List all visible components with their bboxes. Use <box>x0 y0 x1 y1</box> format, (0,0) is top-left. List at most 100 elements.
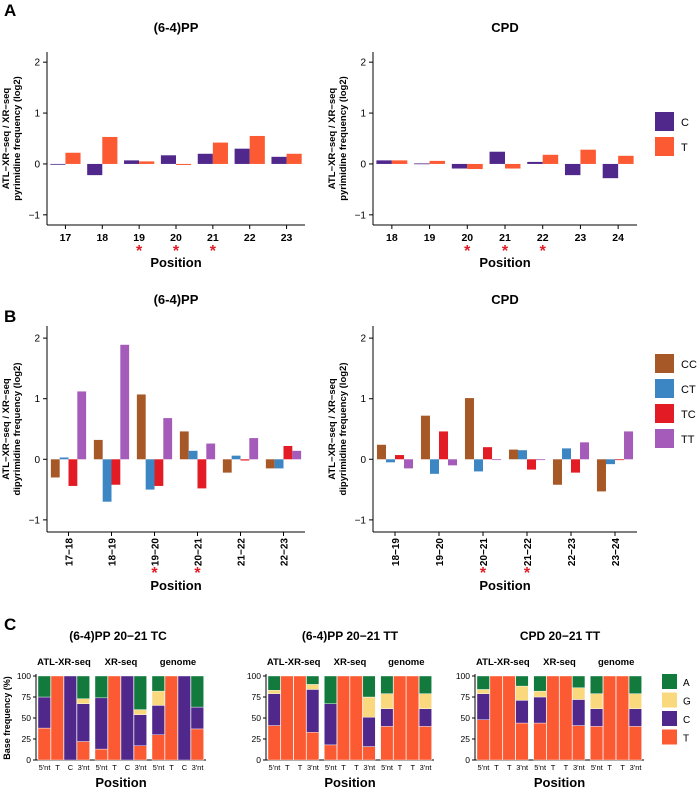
chart-title: (6-4)PP 20−21 TC <box>69 629 167 643</box>
stack-segment-A <box>515 675 529 687</box>
stack-segment-T <box>615 675 629 761</box>
x-tick-label: C <box>125 763 131 772</box>
stack-segment-G <box>533 690 547 698</box>
stack-segment-T <box>628 726 642 761</box>
bar-TC <box>240 459 250 461</box>
stack-segment-C <box>37 696 51 729</box>
y-axis-label: dipyrimidine frequency (log2) <box>338 362 349 495</box>
legend-swatch-C <box>655 112 674 131</box>
legend-label: TT <box>681 434 695 446</box>
chart-title: CPD <box>491 292 518 307</box>
x-axis-label: Position <box>95 775 146 790</box>
y-tick-label: 2 <box>360 58 366 69</box>
bar-CT <box>145 459 155 490</box>
stack-segment-A <box>590 675 604 694</box>
bar-TT <box>206 443 216 460</box>
x-tick-label: 20 <box>170 232 182 244</box>
bar-T <box>249 135 265 164</box>
group-label: ATL-XR-seq <box>37 657 91 668</box>
bar-CC <box>93 439 103 460</box>
stack-segment-T <box>476 719 490 761</box>
bar-T <box>65 152 81 164</box>
x-tick-label: 3'nt <box>516 763 529 772</box>
stack-segment-T <box>546 675 560 761</box>
bar-C <box>564 163 581 176</box>
bar-C <box>602 163 619 179</box>
stack-segment-C <box>190 706 204 730</box>
x-axis-label: Position <box>479 578 530 593</box>
stack-segment-T <box>502 675 516 761</box>
bar-T <box>580 149 596 164</box>
x-tick-label: T <box>398 763 403 772</box>
bar-C <box>197 153 213 164</box>
y-tick-label: 1 <box>360 394 366 405</box>
x-tick-label: 5'nt <box>96 763 109 772</box>
y-tick-label: 0 <box>360 455 366 466</box>
stack-segment-C <box>533 696 547 724</box>
bar-C <box>451 163 468 169</box>
x-tick-label: T <box>564 763 569 772</box>
significance-star: * <box>524 565 531 582</box>
x-tick-label: T <box>285 763 290 772</box>
x-tick-label: 19−20 <box>151 538 162 567</box>
stack-segment-A <box>37 675 51 698</box>
x-tick-label: 19 <box>424 232 436 244</box>
bar-T <box>286 153 302 164</box>
bar-TT <box>624 431 634 460</box>
y-tick-label: 0 <box>465 755 470 765</box>
bar-TT <box>580 442 590 460</box>
group-label: XR-seq <box>105 657 138 668</box>
x-tick-label: 3'nt <box>307 763 320 772</box>
bar-C <box>414 163 430 165</box>
bar-CC <box>552 459 562 485</box>
y-tick-label: 1 <box>34 109 40 120</box>
x-axis-label: Position <box>534 775 585 790</box>
bar-T <box>505 163 521 169</box>
stack-segment-C <box>362 716 376 747</box>
stack-segment-T <box>559 675 573 761</box>
stack-segment-C <box>151 705 165 736</box>
y-tick-label: 0 <box>34 159 40 170</box>
x-tick-label: T <box>494 763 499 772</box>
stack-segment-T <box>515 722 529 761</box>
group-label: XR-seq <box>334 657 367 668</box>
stack-segment-G <box>133 709 147 715</box>
stack-segment-A <box>267 675 281 691</box>
significance-star: * <box>502 243 509 260</box>
bar-CT <box>274 459 284 469</box>
bar-TC <box>615 459 625 461</box>
bar-T <box>212 142 228 164</box>
stack-segment-A <box>380 675 394 694</box>
y-tick-label: 25 <box>461 734 471 744</box>
y-tick-label: 2 <box>34 58 40 69</box>
bar-CT <box>429 459 439 474</box>
bar-CT <box>385 459 395 463</box>
legend-swatch-CC <box>655 354 674 373</box>
chart-B-64PP: (6-4)PP −1 0 1 2 ATL−XR−seq / XR−seq dipyrimid… <box>1 292 305 593</box>
x-tick-label: 5'nt <box>381 763 394 772</box>
bar-C <box>489 151 505 164</box>
significance-star: * <box>173 243 180 260</box>
stack-segment-C <box>76 703 90 742</box>
bar-T <box>391 160 408 164</box>
bar-TC <box>395 455 405 460</box>
y-tick-label: −1 <box>355 515 367 526</box>
stack-segment-T <box>393 675 407 761</box>
bar-TC <box>154 459 164 486</box>
x-tick-label: T <box>620 763 625 772</box>
y-tick-label: 50 <box>461 713 471 723</box>
y-axis-label: dipyrimidine frequency (log2) <box>12 362 23 495</box>
significance-star: * <box>194 565 201 582</box>
stack-segment-T <box>151 734 165 761</box>
stack-segment-C <box>306 689 320 733</box>
y-tick-label: −1 <box>29 515 41 526</box>
bar-CC <box>50 459 60 478</box>
x-tick-label: 5'nt <box>591 763 604 772</box>
bar-C <box>124 160 140 164</box>
y-tick-label: 100 <box>247 671 261 681</box>
bar-TT <box>448 459 458 466</box>
significance-star: * <box>210 243 217 260</box>
significance-star: * <box>151 565 158 582</box>
x-tick-label: 18−19 <box>391 538 402 567</box>
bar-C <box>234 148 250 164</box>
